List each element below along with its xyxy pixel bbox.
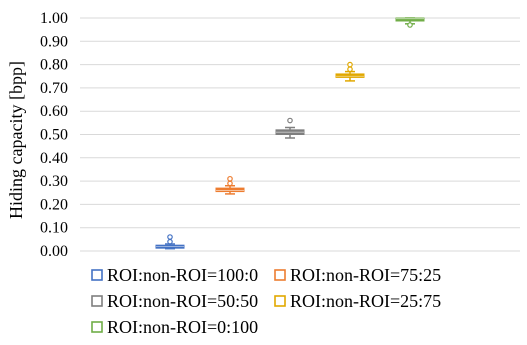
y-tick-label: 0.70	[40, 80, 68, 97]
y-tick-label: 0.40	[40, 150, 68, 167]
legend-label: ROI:non-ROI=75:25	[290, 265, 441, 285]
y-tick-label: 0.10	[40, 220, 68, 237]
legend-item: ROI:non-ROI=50:50	[91, 291, 258, 311]
legend-label: ROI:non-ROI=0:100	[107, 317, 258, 337]
y-axis-title: Hiding capacity [bpp]	[6, 61, 26, 219]
box-body	[395, 17, 425, 22]
y-tick-label: 0.60	[40, 103, 68, 120]
legend-item: ROI:non-ROI=75:25	[274, 265, 441, 285]
legend-swatch	[91, 321, 103, 333]
box-4	[335, 61, 365, 82]
box-5	[395, 17, 425, 28]
box-3	[275, 117, 305, 139]
outlier-point	[167, 238, 173, 245]
outlier-point	[227, 175, 233, 182]
outlier-point	[347, 66, 353, 73]
box-body	[335, 73, 365, 78]
legend-swatch	[91, 295, 103, 307]
legend-label: ROI:non-ROI=25:75	[290, 291, 441, 311]
y-tick-label: 0.50	[40, 127, 68, 144]
y-tick-label: 0.90	[40, 33, 68, 50]
box-series	[155, 17, 425, 250]
legend-swatch	[91, 269, 103, 281]
legend-swatch	[274, 295, 286, 307]
y-tick-label: 0.20	[40, 196, 68, 213]
legend-item: ROI:non-ROI=100:0	[91, 265, 258, 285]
legend-label: ROI:non-ROI=100:0	[107, 265, 258, 285]
y-tick-label: 0.80	[40, 57, 68, 74]
box-1	[155, 234, 185, 250]
outlier-point	[347, 61, 353, 68]
legend-swatch	[274, 269, 286, 281]
outlier-point	[167, 234, 173, 240]
box-body	[215, 187, 245, 193]
y-tick-label: 0.30	[40, 173, 68, 190]
y-tick-labels: 0.00 0.10 0.20 0.30 0.40 0.50 0.60 0.70 0.80 0.90…	[40, 10, 68, 260]
outlier-point	[287, 117, 293, 124]
y-tick-label: 0.00	[40, 243, 68, 260]
legend-item: ROI:non-ROI=25:75	[274, 291, 441, 311]
legend-label: ROI:non-ROI=50:50	[107, 291, 258, 311]
outlier-point	[407, 22, 413, 28]
legend-item: ROI:non-ROI=0:100	[91, 317, 258, 337]
box-2	[215, 175, 245, 195]
y-tick-label: 1.00	[40, 10, 68, 27]
legend: ROI:non-ROI=100:0 ROI:non-ROI=75:25 ROI:no…	[91, 265, 441, 337]
outlier-point	[227, 180, 233, 187]
